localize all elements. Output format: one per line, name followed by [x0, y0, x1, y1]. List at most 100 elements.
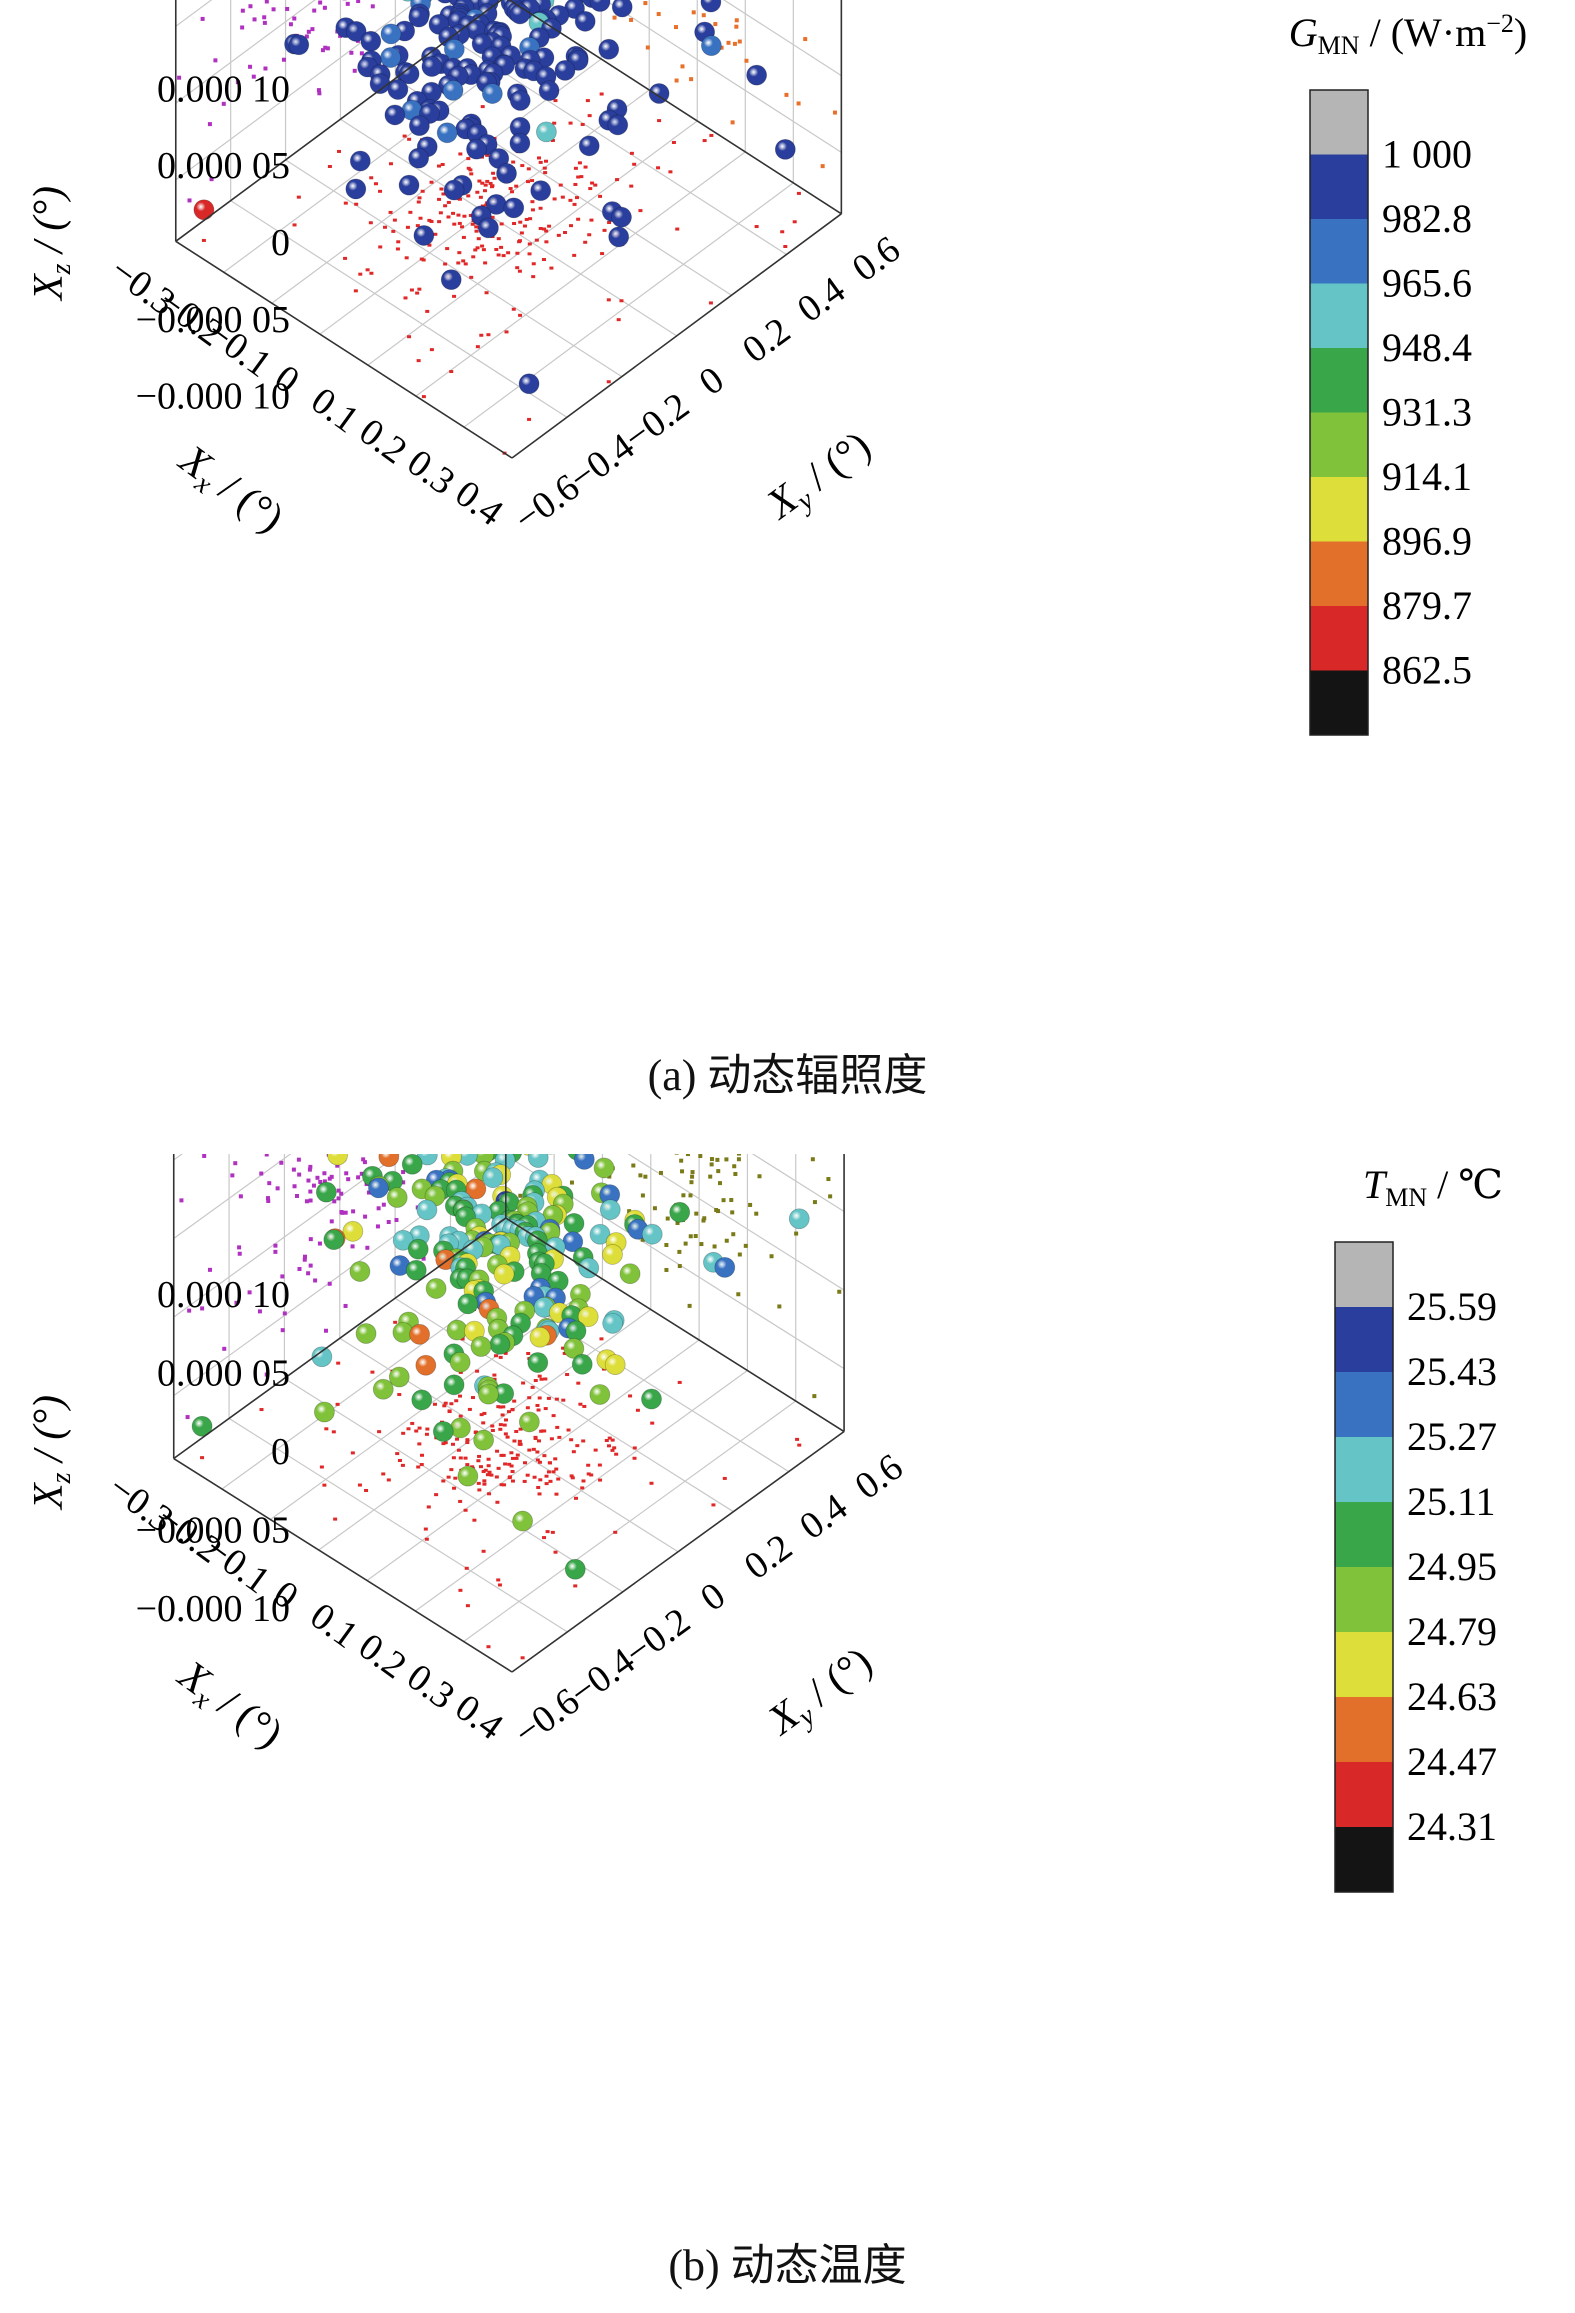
projection-yz-point	[179, 1198, 183, 1202]
projection-xz-point	[677, 1250, 681, 1254]
projection-xy-point	[370, 1371, 374, 1374]
projection-xy-point	[572, 1450, 576, 1453]
projection-yz-point	[337, 1196, 341, 1200]
projection-yz-point	[315, 1176, 319, 1180]
data-point-sphere	[602, 1244, 622, 1264]
projection-xy-point	[433, 1403, 437, 1406]
projection-xz-point	[758, 1174, 762, 1178]
projection-xy-point	[539, 161, 543, 164]
projection-xy-point	[485, 291, 489, 294]
projection-xy-point	[545, 1482, 549, 1485]
projection-xy-point	[600, 252, 604, 255]
projection-xy-point	[458, 1500, 462, 1503]
projection-xy-point	[396, 247, 400, 250]
data-point-sphere	[414, 225, 434, 245]
projection-xz-point	[744, 59, 748, 63]
data-point-sphere	[510, 133, 530, 153]
colorbar-tick-label: 948.4	[1382, 325, 1472, 370]
projection-xy-point	[441, 1442, 445, 1445]
projection-xz-point	[748, 1203, 752, 1207]
projection-yz-point	[328, 1282, 332, 1286]
caption-b: (b) 动态温度	[0, 2240, 1575, 2292]
projection-yz-point	[321, 48, 325, 52]
projection-xz-point	[718, 1181, 722, 1185]
projection-xy-point	[657, 119, 661, 122]
projection-xy-point	[437, 198, 441, 201]
colorbar-tick-label: 862.5	[1382, 648, 1472, 693]
data-point-sphere	[590, 1385, 610, 1405]
projection-xy-point	[512, 308, 516, 311]
projection-xy-point	[457, 1449, 461, 1452]
colorbar-band	[1335, 1567, 1393, 1633]
projection-xy-point	[504, 1418, 508, 1421]
projection-yz-point	[313, 1278, 317, 1282]
projection-xy-point	[422, 395, 426, 398]
projection-xz-point	[794, 1232, 798, 1236]
projection-xy-point	[454, 1399, 458, 1402]
data-point-sphere	[426, 1278, 446, 1298]
projection-xy-point	[545, 1475, 549, 1478]
data-point-sphere	[566, 1321, 586, 1341]
projection-yz-point	[238, 1252, 242, 1256]
projection-xy-point	[539, 207, 543, 210]
projection-xy-point	[555, 1398, 559, 1401]
data-point-sphere	[356, 1323, 376, 1343]
projection-xy-point	[499, 1356, 503, 1359]
projection-xz-point	[570, 1181, 574, 1185]
projection-xy-point	[328, 165, 332, 168]
projection-xy-point	[615, 178, 619, 181]
projection-xy-point	[511, 1480, 515, 1483]
projection-xy-point	[793, 220, 797, 223]
projection-xy-point	[369, 176, 373, 179]
projection-xy-point	[466, 1604, 470, 1607]
data-point-sphere	[528, 1353, 548, 1373]
projection-yz-point	[233, 1161, 237, 1165]
projection-xy-point	[526, 180, 530, 183]
projection-xy-point	[358, 1484, 362, 1487]
projection-xy-point	[482, 248, 486, 251]
projection-xz-point	[708, 1175, 712, 1179]
projection-xz-point	[826, 1177, 830, 1181]
projection-yz-point	[297, 1158, 301, 1162]
projection-yz-point	[186, 1415, 190, 1419]
data-point-sphere	[504, 198, 524, 218]
projection-xy-point	[531, 1386, 535, 1389]
data-point-sphere	[412, 1390, 432, 1410]
projection-xy-point	[755, 225, 759, 228]
colorbar-tick-label: 24.47	[1407, 1739, 1497, 1784]
x-tick-label: 0.4	[447, 472, 510, 534]
colorbar-tick-label: 24.95	[1407, 1544, 1497, 1589]
projection-xy-point	[477, 1455, 481, 1458]
projection-xy-point	[569, 1438, 573, 1441]
projection-yz-point	[306, 1179, 310, 1183]
projection-xy-point	[617, 318, 621, 321]
projection-xz-point	[710, 1157, 714, 1161]
projection-xy-point	[494, 248, 498, 251]
projection-xz-point	[710, 1162, 714, 1166]
projection-xy-point	[351, 1451, 355, 1454]
colorbar-band	[1335, 1827, 1393, 1893]
projection-xy-point	[405, 256, 409, 259]
projection-xy-point	[498, 1583, 502, 1586]
projection-xy-point	[506, 251, 510, 254]
projection-xy-point	[568, 199, 572, 202]
projection-xy-point	[430, 220, 434, 223]
colorbar-tick-label: 1 000	[1382, 132, 1472, 177]
projection-xy-point	[528, 252, 532, 255]
projection-xy-point	[548, 1461, 552, 1464]
projection-xy-point	[532, 262, 536, 265]
projection-xy-point	[709, 134, 713, 137]
projection-xz-point	[821, 164, 825, 168]
projection-xy-point	[495, 1475, 499, 1478]
z-tick-label: −0.000 10	[136, 1588, 290, 1630]
data-point-sphere	[531, 181, 551, 201]
projection-yz-point	[292, 1168, 296, 1172]
projection-xz-point	[629, 18, 633, 22]
data-point-sphere	[399, 175, 419, 195]
projection-xy-point	[630, 152, 634, 155]
colorbar-tick-label: 24.31	[1407, 1804, 1497, 1849]
projection-xy-point	[486, 333, 490, 336]
projection-xy-point	[511, 1457, 515, 1460]
data-point-sphere	[409, 116, 429, 136]
projection-xz-point	[737, 1154, 741, 1156]
